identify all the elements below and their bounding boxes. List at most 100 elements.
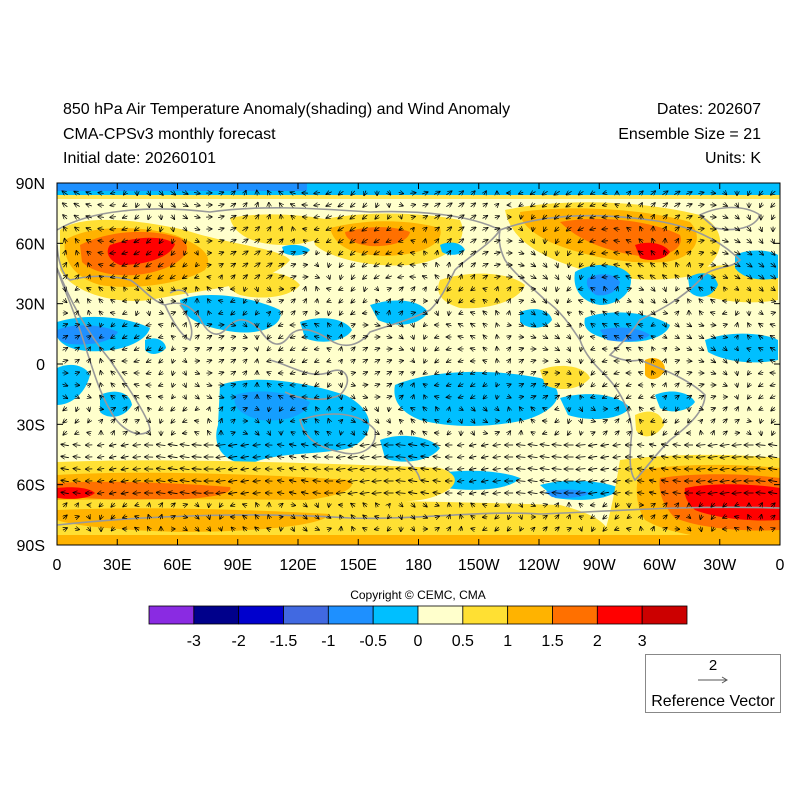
- wind-vector: [172, 336, 175, 338]
- wind-vector: [136, 288, 139, 290]
- wind-vector: [748, 323, 750, 327]
- wind-vector: [435, 275, 438, 279]
- wind-vector: [65, 239, 66, 244]
- wind-vector: [100, 336, 103, 338]
- wind-vector: [363, 263, 368, 267]
- wind-vector: [674, 203, 679, 206]
- wind-vector: [194, 216, 199, 217]
- wind-vector: [278, 276, 284, 279]
- wind-vector: [555, 215, 560, 219]
- wind-vector: [579, 240, 584, 243]
- wind-vector: [220, 275, 222, 278]
- wind-vector: [207, 277, 210, 278]
- wind-vector: [183, 263, 187, 266]
- wind-vector: [494, 228, 500, 230]
- wind-vector: [326, 204, 332, 206]
- wind-vector: [698, 336, 704, 339]
- wind-vector: [268, 191, 270, 195]
- wind-vector: [721, 240, 728, 242]
- reference-vector-label: Reference Vector: [651, 693, 775, 710]
- wind-vector: [98, 229, 104, 230]
- wind-vector: [735, 215, 739, 218]
- wind-vector: [172, 215, 175, 219]
- wind-vector: [340, 263, 343, 267]
- lon-tick-label: 90W: [583, 557, 617, 574]
- wind-vector: [470, 239, 475, 242]
- wind-vector: [567, 239, 571, 243]
- wind-vector: [76, 263, 77, 268]
- wind-vector: [638, 276, 644, 279]
- wind-vector: [328, 323, 330, 327]
- wind-vector: [86, 192, 92, 194]
- wind-vector: [388, 191, 391, 194]
- wind-vector: [458, 191, 464, 195]
- wind-vector: [314, 193, 320, 194]
- wind-vector: [556, 311, 559, 314]
- wind-vector: [350, 215, 356, 219]
- wind-vector: [640, 203, 642, 207]
- wind-vector: [614, 229, 620, 230]
- wind-vector: [266, 275, 271, 278]
- wind-vector: [159, 287, 163, 291]
- wind-vector: [542, 324, 548, 327]
- wind-vector: [542, 191, 548, 194]
- wind-vector: [436, 239, 439, 243]
- wind-vector: [698, 205, 704, 206]
- wind-vector: [567, 287, 570, 290]
- wind-vector: [628, 191, 631, 194]
- wind-vector: [494, 264, 500, 265]
- wind-vector: [184, 299, 187, 302]
- wind-vector: [63, 203, 68, 207]
- wind-vector: [590, 216, 596, 218]
- wind-vector: [218, 192, 224, 194]
- wind-vector: [494, 252, 500, 253]
- wind-vector: [159, 251, 164, 255]
- wind-vector: [448, 299, 450, 303]
- wind-vector: [184, 335, 186, 338]
- wind-vector: [555, 336, 559, 339]
- wind-vector: [134, 276, 140, 279]
- wind-vector: [351, 203, 356, 207]
- ensemble-size: Ensemble Size = 21: [618, 126, 761, 143]
- wind-vector: [566, 191, 572, 194]
- wind-vector: [531, 300, 535, 302]
- reference-vector-magnitude: 2: [708, 657, 718, 674]
- wind-vector: [100, 348, 102, 351]
- wind-vector: [436, 263, 438, 267]
- wind-vector: [736, 311, 738, 315]
- wind-vector: [122, 252, 128, 254]
- wind-vector: [196, 311, 198, 315]
- wind-vector: [374, 324, 379, 325]
- wind-vector: [471, 288, 475, 291]
- wind-vector: [208, 299, 211, 303]
- wind-vector: [387, 240, 392, 242]
- wind-vector: [664, 323, 666, 327]
- wind-vector: [603, 205, 608, 206]
- wind-vector: [484, 191, 486, 195]
- wind-vector: [230, 240, 236, 243]
- wind-vector: [171, 288, 175, 291]
- wind-vector: [555, 275, 558, 279]
- wind-vector: [147, 336, 152, 338]
- wind-vector: [123, 276, 128, 278]
- wind-vector: [195, 348, 199, 350]
- wind-vector: [278, 264, 283, 267]
- wind-vector: [218, 336, 224, 338]
- wind-vector: [111, 336, 115, 338]
- copyright-notice: Copyright © CEMC, CMA: [350, 588, 486, 602]
- wind-vector: [495, 216, 499, 218]
- wind-vector: [734, 240, 739, 243]
- wind-vector: [590, 228, 597, 230]
- wind-vector: [159, 191, 163, 195]
- wind-vector: [687, 240, 691, 243]
- wind-vector: [604, 287, 606, 291]
- wind-vector: [723, 204, 727, 206]
- wind-vector: [326, 216, 332, 218]
- wind-vector: [459, 312, 463, 314]
- wind-vector: [603, 277, 608, 278]
- wind-vector: [566, 203, 572, 206]
- wind-vector: [159, 300, 163, 303]
- wind-vector: [266, 263, 271, 266]
- wind-vector: [110, 217, 116, 218]
